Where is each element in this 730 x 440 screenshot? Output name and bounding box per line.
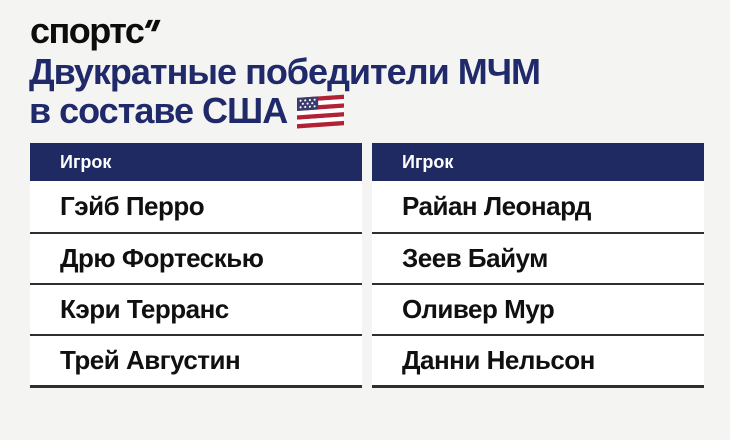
table-row: Гэйб Перро <box>30 181 362 232</box>
title-line-1: Двукратные победители МЧМ <box>29 51 541 92</box>
logo: спортс <box>30 13 162 49</box>
logo-double-prime-icon <box>145 19 162 32</box>
player-name: Кэри Терранс <box>60 294 229 324</box>
title-line-2: в составе США <box>29 90 288 131</box>
player-name: Зеев Байум <box>402 243 548 273</box>
us-flag-icon <box>297 94 345 129</box>
table-row: Райан Леонард <box>372 181 704 232</box>
logo-text: спортс <box>30 10 145 51</box>
table-row: Дрю Фортескью <box>30 232 362 283</box>
table-header: Игрок <box>372 143 704 181</box>
table-row: Оливер Мур <box>372 283 704 334</box>
roster-tables: Игрок Гэйб Перро Дрю Фортескью Кэри Терран… <box>30 143 704 388</box>
table-body: Гэйб Перро Дрю Фортескью Кэри Терранс Трей … <box>30 181 362 385</box>
table-row: Зеев Байум <box>372 232 704 283</box>
table-header-label: Игрок <box>60 151 112 172</box>
player-name: Трей Августин <box>60 345 241 375</box>
page-title: Двукратные победители МЧМ в составе США <box>29 51 541 131</box>
player-name: Гэйб Перро <box>60 191 205 221</box>
roster-table-left: Игрок Гэйб Перро Дрю Фортескью Кэри Терран… <box>30 143 362 388</box>
player-name: Данни Нельсон <box>402 345 595 375</box>
player-name: Дрю Фортескью <box>60 243 264 273</box>
table-body: Райан Леонард Зеев Байум Оливер Мур Данни Н… <box>372 181 704 385</box>
player-name: Райан Леонард <box>402 191 591 221</box>
table-header: Игрок <box>30 143 362 181</box>
table-row: Данни Нельсон <box>372 334 704 385</box>
roster-table-right: Игрок Райан Леонард Зеев Байум Оливер Мур Д… <box>372 143 704 388</box>
table-row: Кэри Терранс <box>30 283 362 334</box>
player-name: Оливер Мур <box>402 294 555 324</box>
table-row: Трей Августин <box>30 334 362 385</box>
table-header-label: Игрок <box>402 151 454 172</box>
